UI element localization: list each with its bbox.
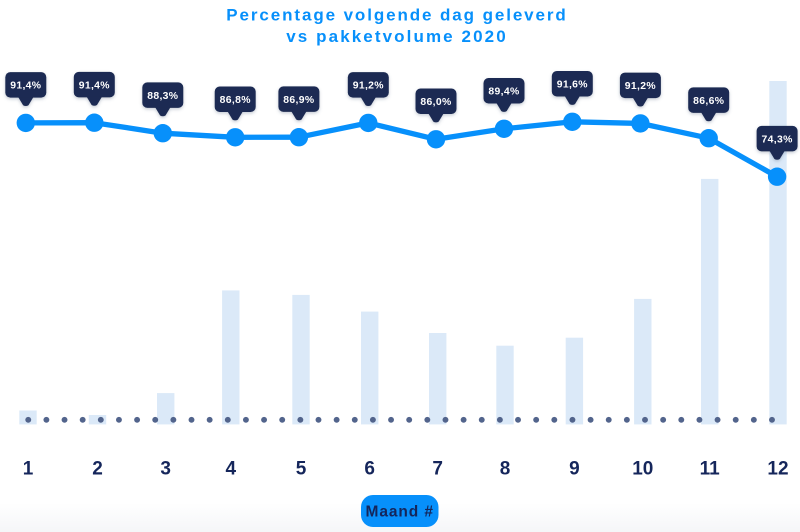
svg-text:91,4%: 91,4% (10, 81, 41, 92)
svg-text:8: 8 (500, 459, 511, 480)
svg-text:Percentage volgende dag geleve: Percentage volgende dag geleverd (226, 6, 567, 25)
svg-text:91,6%: 91,6% (557, 80, 588, 91)
svg-text:86,9%: 86,9% (283, 95, 314, 106)
svg-text:89,4%: 89,4% (488, 87, 519, 98)
svg-text:10: 10 (632, 459, 653, 480)
svg-text:86,8%: 86,8% (220, 95, 251, 106)
svg-text:Maand #: Maand # (366, 504, 434, 521)
svg-text:91,2%: 91,2% (353, 81, 384, 92)
svg-text:6: 6 (364, 459, 375, 480)
svg-text:2: 2 (92, 459, 103, 480)
svg-text:11: 11 (700, 459, 721, 480)
svg-text:4: 4 (226, 459, 237, 480)
svg-text:7: 7 (432, 459, 443, 480)
svg-text:88,3%: 88,3% (147, 91, 178, 102)
svg-text:9: 9 (569, 459, 580, 480)
svg-text:74,3%: 74,3% (761, 135, 792, 146)
svg-text:3: 3 (160, 459, 171, 480)
svg-text:91,4%: 91,4% (79, 81, 110, 92)
svg-text:12: 12 (767, 459, 788, 480)
svg-text:86,6%: 86,6% (693, 96, 724, 107)
svg-text:91,2%: 91,2% (625, 81, 656, 92)
svg-text:vs pakketvolume 2020: vs pakketvolume 2020 (286, 27, 508, 46)
svg-text:86,0%: 86,0% (420, 97, 451, 108)
svg-text:1: 1 (23, 459, 34, 480)
svg-text:5: 5 (296, 459, 307, 480)
